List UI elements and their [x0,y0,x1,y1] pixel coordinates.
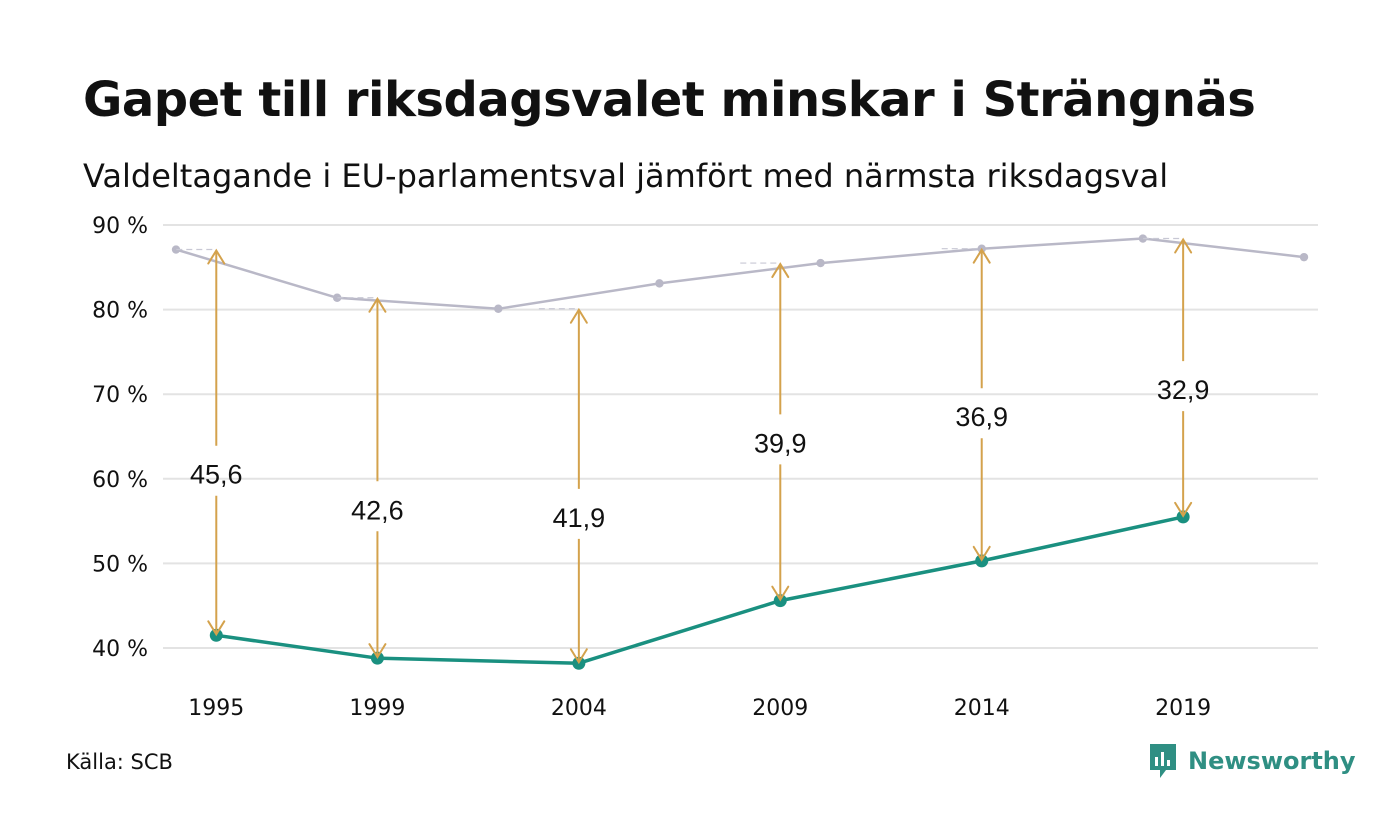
gap-label: 32,9 [1157,375,1210,405]
riksdag-point [816,258,825,268]
x-tick-label: 2004 [551,696,607,721]
riksdag-point [655,279,664,288]
chart-subtitle: Valdeltagande i EU-parlamentsval jämfört… [83,157,1169,195]
brand-logo[interactable]: Newsworthy [1148,742,1356,780]
gap-arrowhead-down [972,545,991,562]
source-note: Källa: SCB [66,750,173,774]
gap-arrowhead-up [207,248,226,265]
y-tick-label: 40 % [92,637,148,662]
chart-title: Gapet till riksdagsvalet minskar i Strän… [83,72,1256,128]
x-tick-label: 2009 [752,696,808,721]
y-tick-label: 80 % [92,299,148,324]
gap-arrowhead-down [207,620,226,637]
riksdag-point [171,245,181,254]
gridlines [163,224,1318,649]
gap-arrowhead-down [771,585,790,602]
y-tick-label: 50 % [92,552,148,577]
gap-arrowhead-down [1174,501,1193,518]
x-tick-label: 2019 [1155,696,1211,721]
gap-arrows: 45,6 42,6 41,9 39,9 36,9 32,9 [176,237,1210,665]
y-axis: 90 % 80 % 70 % 60 % 50 % 40 % [92,214,148,662]
x-axis: 1995 1999 2004 2009 2014 2019 [188,696,1211,721]
gap-label: 42,6 [351,495,404,525]
riksdag-point [494,304,503,313]
gap-arrowhead-up [569,307,588,324]
riksdag-point [1138,234,1148,243]
brand-name: Newsworthy [1188,747,1356,775]
x-tick-label: 2014 [954,696,1010,721]
riksdag-point [1299,252,1309,262]
gap-arrowhead-down [569,648,588,665]
gap-label: 41,9 [553,503,606,533]
y-tick-label: 90 % [92,214,148,239]
x-tick-label: 1995 [188,696,244,721]
newsworthy-chart-logo-icon [1150,744,1176,778]
gap-label: 45,6 [190,460,243,490]
eu-line [216,515,1184,665]
gap-arrowhead-up [1174,237,1193,254]
riksdag-point [332,293,342,302]
gap-arrowhead-down [368,643,387,660]
y-tick-label: 70 % [92,383,148,408]
eu-series [209,510,1190,670]
riksdag-line [175,237,1305,311]
y-tick-label: 60 % [92,468,148,493]
gap-arrowhead-up [771,262,790,279]
gap-label: 39,9 [754,428,807,458]
riksdag-series [171,234,1309,313]
gap-arrowhead-up [368,296,387,313]
x-tick-label: 1999 [349,696,405,721]
gap-label: 36,9 [955,402,1008,432]
gap-arrowhead-up [972,247,991,264]
